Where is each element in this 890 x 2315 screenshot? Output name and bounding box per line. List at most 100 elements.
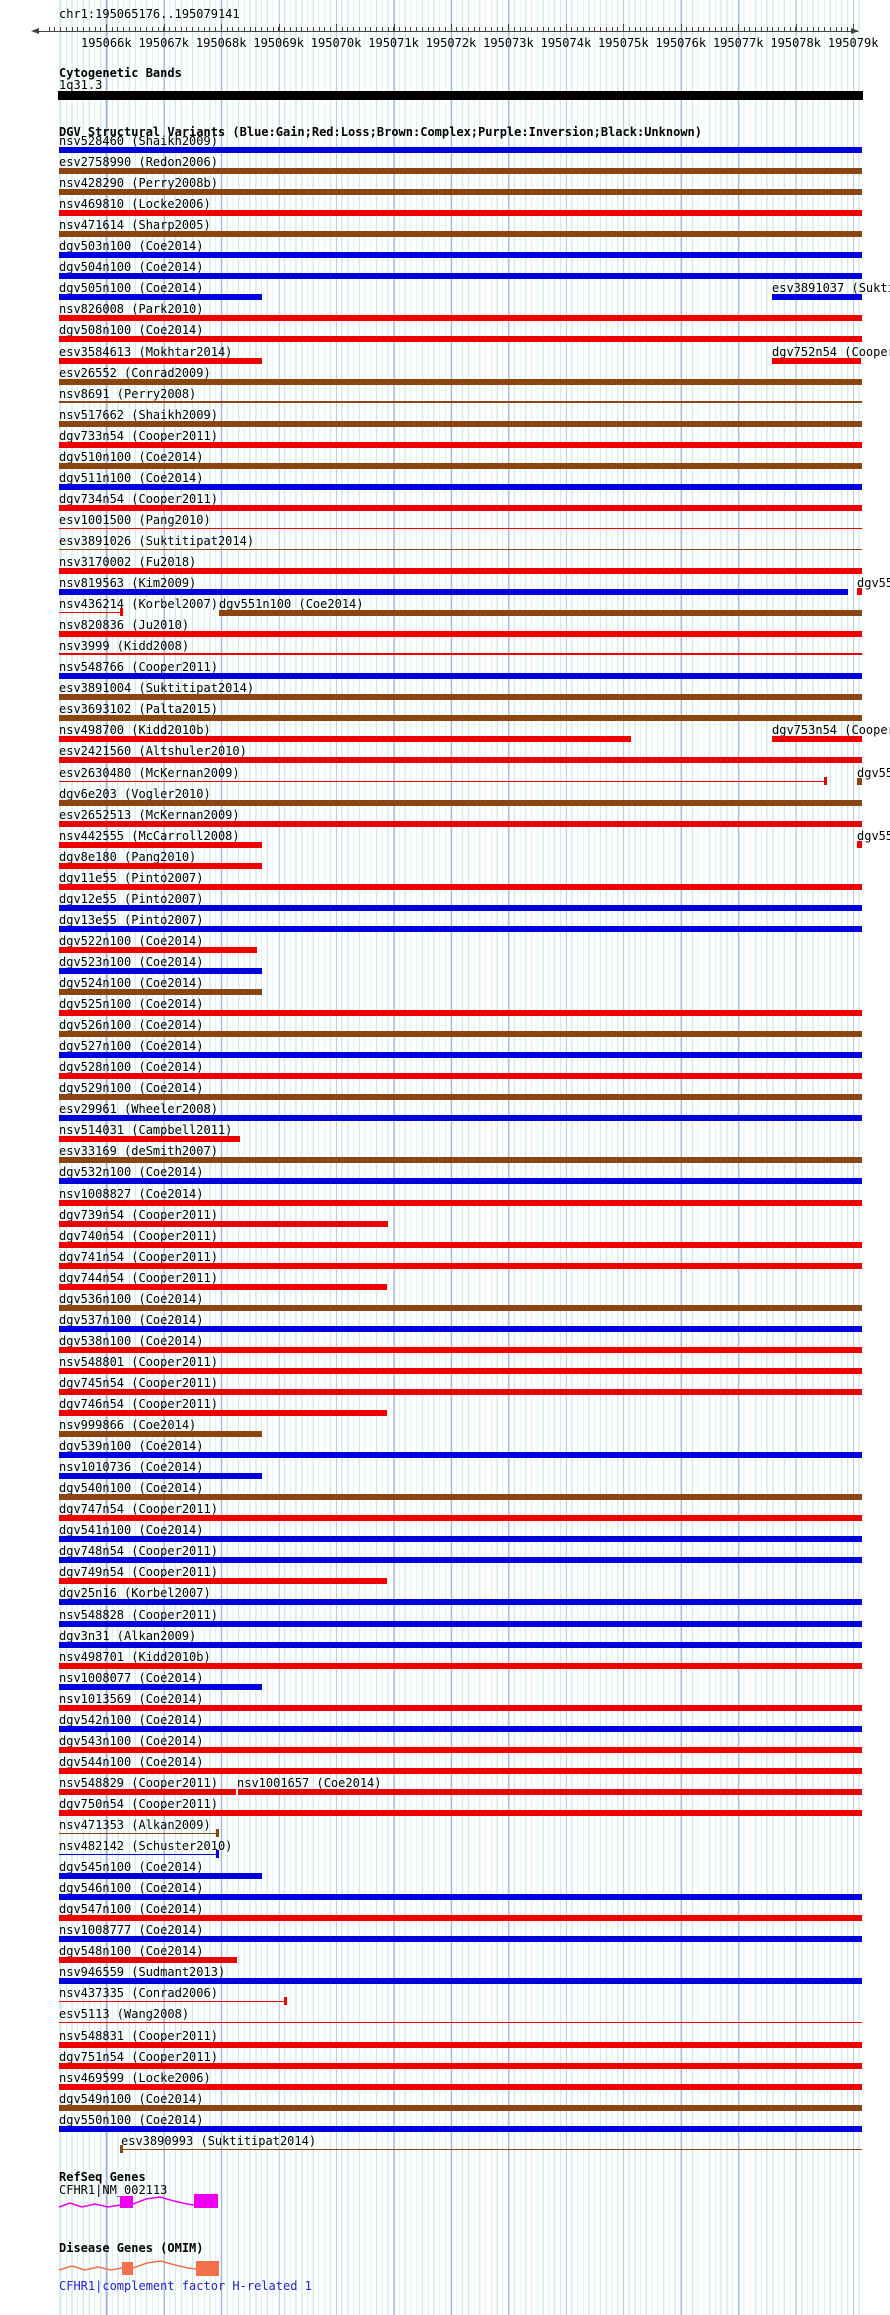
variant-glyph[interactable] — [59, 483, 862, 490]
variant-glyph[interactable] — [59, 653, 862, 656]
variant-glyph[interactable] — [59, 1578, 387, 1585]
variant-glyph[interactable] — [219, 610, 862, 617]
variant-glyph[interactable] — [59, 2062, 862, 2069]
variant-glyph[interactable] — [59, 2083, 862, 2090]
variant-glyph[interactable] — [59, 1452, 862, 1459]
variant-glyph[interactable] — [857, 777, 862, 785]
variant-glyph[interactable] — [59, 631, 862, 638]
variant-glyph[interactable] — [59, 252, 862, 259]
variant-glyph[interactable] — [59, 946, 257, 953]
cytoband-glyph[interactable] — [58, 91, 863, 100]
variant-glyph[interactable] — [59, 1073, 862, 1080]
variant-glyph[interactable] — [59, 1767, 862, 1774]
refseq-gene-glyph-exon[interactable] — [120, 2196, 133, 2208]
variant-glyph[interactable] — [59, 612, 122, 614]
variant-glyph[interactable] — [59, 1262, 862, 1269]
variant-glyph[interactable] — [59, 820, 862, 827]
omim-gene-glyph-exon[interactable] — [122, 2262, 133, 2275]
variant-glyph[interactable] — [59, 1746, 862, 1753]
variant-glyph[interactable] — [59, 1936, 862, 1943]
variant-glyph[interactable] — [59, 441, 862, 448]
variant-glyph[interactable] — [59, 673, 862, 680]
variant-glyph[interactable] — [238, 1788, 862, 1795]
variant-glyph[interactable] — [59, 189, 862, 196]
variant-glyph[interactable] — [59, 1873, 262, 1880]
omim-gene-glyph[interactable] — [0, 2255, 890, 2285]
variant-glyph[interactable] — [59, 904, 862, 911]
variant-glyph[interactable] — [59, 2125, 862, 2132]
variant-glyph[interactable] — [59, 1557, 862, 1564]
variant-glyph[interactable] — [121, 2148, 862, 2150]
variant-glyph[interactable] — [59, 336, 862, 343]
variant-glyph[interactable] — [59, 1683, 262, 1690]
variant-glyph[interactable] — [59, 780, 826, 782]
variant-glyph[interactable] — [59, 2104, 862, 2111]
variant-glyph[interactable] — [857, 840, 862, 848]
variant-glyph[interactable] — [59, 504, 862, 511]
variant-glyph[interactable] — [59, 1346, 862, 1353]
variant-glyph[interactable] — [59, 989, 262, 995]
variant-glyph[interactable] — [59, 757, 862, 764]
variant-glyph[interactable] — [59, 1473, 262, 1480]
variant-glyph[interactable] — [772, 294, 862, 301]
variant-glyph[interactable] — [59, 315, 862, 322]
variant-glyph[interactable] — [59, 1641, 862, 1648]
variant-glyph[interactable] — [59, 1894, 862, 1901]
variant-glyph[interactable] — [59, 1241, 862, 1248]
variant-glyph[interactable] — [59, 1854, 218, 1856]
variant-glyph[interactable] — [59, 568, 862, 574]
variant-glyph[interactable] — [59, 378, 862, 385]
variant-glyph[interactable] — [59, 1599, 862, 1606]
variant-glyph[interactable] — [59, 210, 862, 217]
variant-glyph[interactable] — [59, 799, 862, 806]
variant-glyph[interactable] — [59, 1283, 387, 1290]
variant-glyph[interactable] — [59, 883, 862, 890]
variant-glyph[interactable] — [59, 1157, 862, 1164]
variant-glyph[interactable] — [59, 1031, 862, 1038]
variant-glyph[interactable] — [59, 1536, 862, 1543]
variant-glyph[interactable] — [59, 1199, 862, 1206]
variant-glyph[interactable] — [59, 548, 862, 550]
variant-glyph[interactable] — [59, 1788, 236, 1795]
variant-glyph[interactable] — [772, 357, 861, 364]
variant-glyph[interactable] — [772, 736, 862, 743]
variant-glyph[interactable] — [59, 715, 862, 722]
variant-glyph[interactable] — [59, 694, 862, 701]
variant-glyph[interactable] — [59, 1178, 862, 1185]
variant-glyph[interactable] — [59, 1515, 862, 1522]
variant-glyph[interactable] — [59, 1304, 862, 1311]
variant-glyph[interactable] — [59, 527, 862, 529]
variant-glyph[interactable] — [59, 1431, 262, 1438]
variant-glyph[interactable] — [59, 841, 262, 848]
variant-glyph[interactable] — [59, 273, 862, 280]
variant-glyph[interactable] — [59, 1136, 240, 1143]
variant-glyph[interactable] — [59, 1494, 862, 1501]
variant-glyph[interactable] — [59, 1325, 862, 1332]
variant-glyph[interactable] — [59, 1388, 862, 1395]
variant-glyph[interactable] — [59, 736, 631, 743]
variant-glyph[interactable] — [59, 862, 262, 869]
variant-glyph[interactable] — [59, 1725, 862, 1732]
variant-glyph[interactable] — [59, 1833, 218, 1834]
variant-glyph[interactable] — [59, 1809, 862, 1816]
variant-glyph[interactable] — [59, 1410, 387, 1416]
variant-glyph[interactable] — [59, 1620, 862, 1627]
variant-glyph[interactable] — [59, 462, 862, 469]
variant-glyph[interactable] — [59, 1115, 862, 1122]
variant-glyph[interactable] — [59, 1094, 862, 1101]
variant-glyph[interactable] — [59, 168, 862, 175]
variant-glyph[interactable] — [59, 2041, 862, 2048]
variant-glyph[interactable] — [59, 357, 262, 364]
variant-glyph[interactable] — [59, 1010, 862, 1017]
variant-glyph[interactable] — [59, 420, 862, 427]
variant-glyph[interactable] — [59, 1704, 862, 1711]
variant-glyph[interactable] — [59, 1367, 862, 1374]
variant-glyph[interactable] — [857, 588, 862, 596]
omim-gene-glyph-exon[interactable] — [196, 2261, 219, 2276]
variant-glyph[interactable] — [59, 1957, 237, 1964]
variant-glyph[interactable] — [59, 2022, 862, 2024]
refseq-gene-glyph[interactable] — [0, 2190, 890, 2220]
refseq-gene-glyph-exon[interactable] — [194, 2194, 218, 2208]
variant-glyph[interactable] — [59, 400, 862, 403]
variant-glyph[interactable] — [59, 147, 862, 153]
